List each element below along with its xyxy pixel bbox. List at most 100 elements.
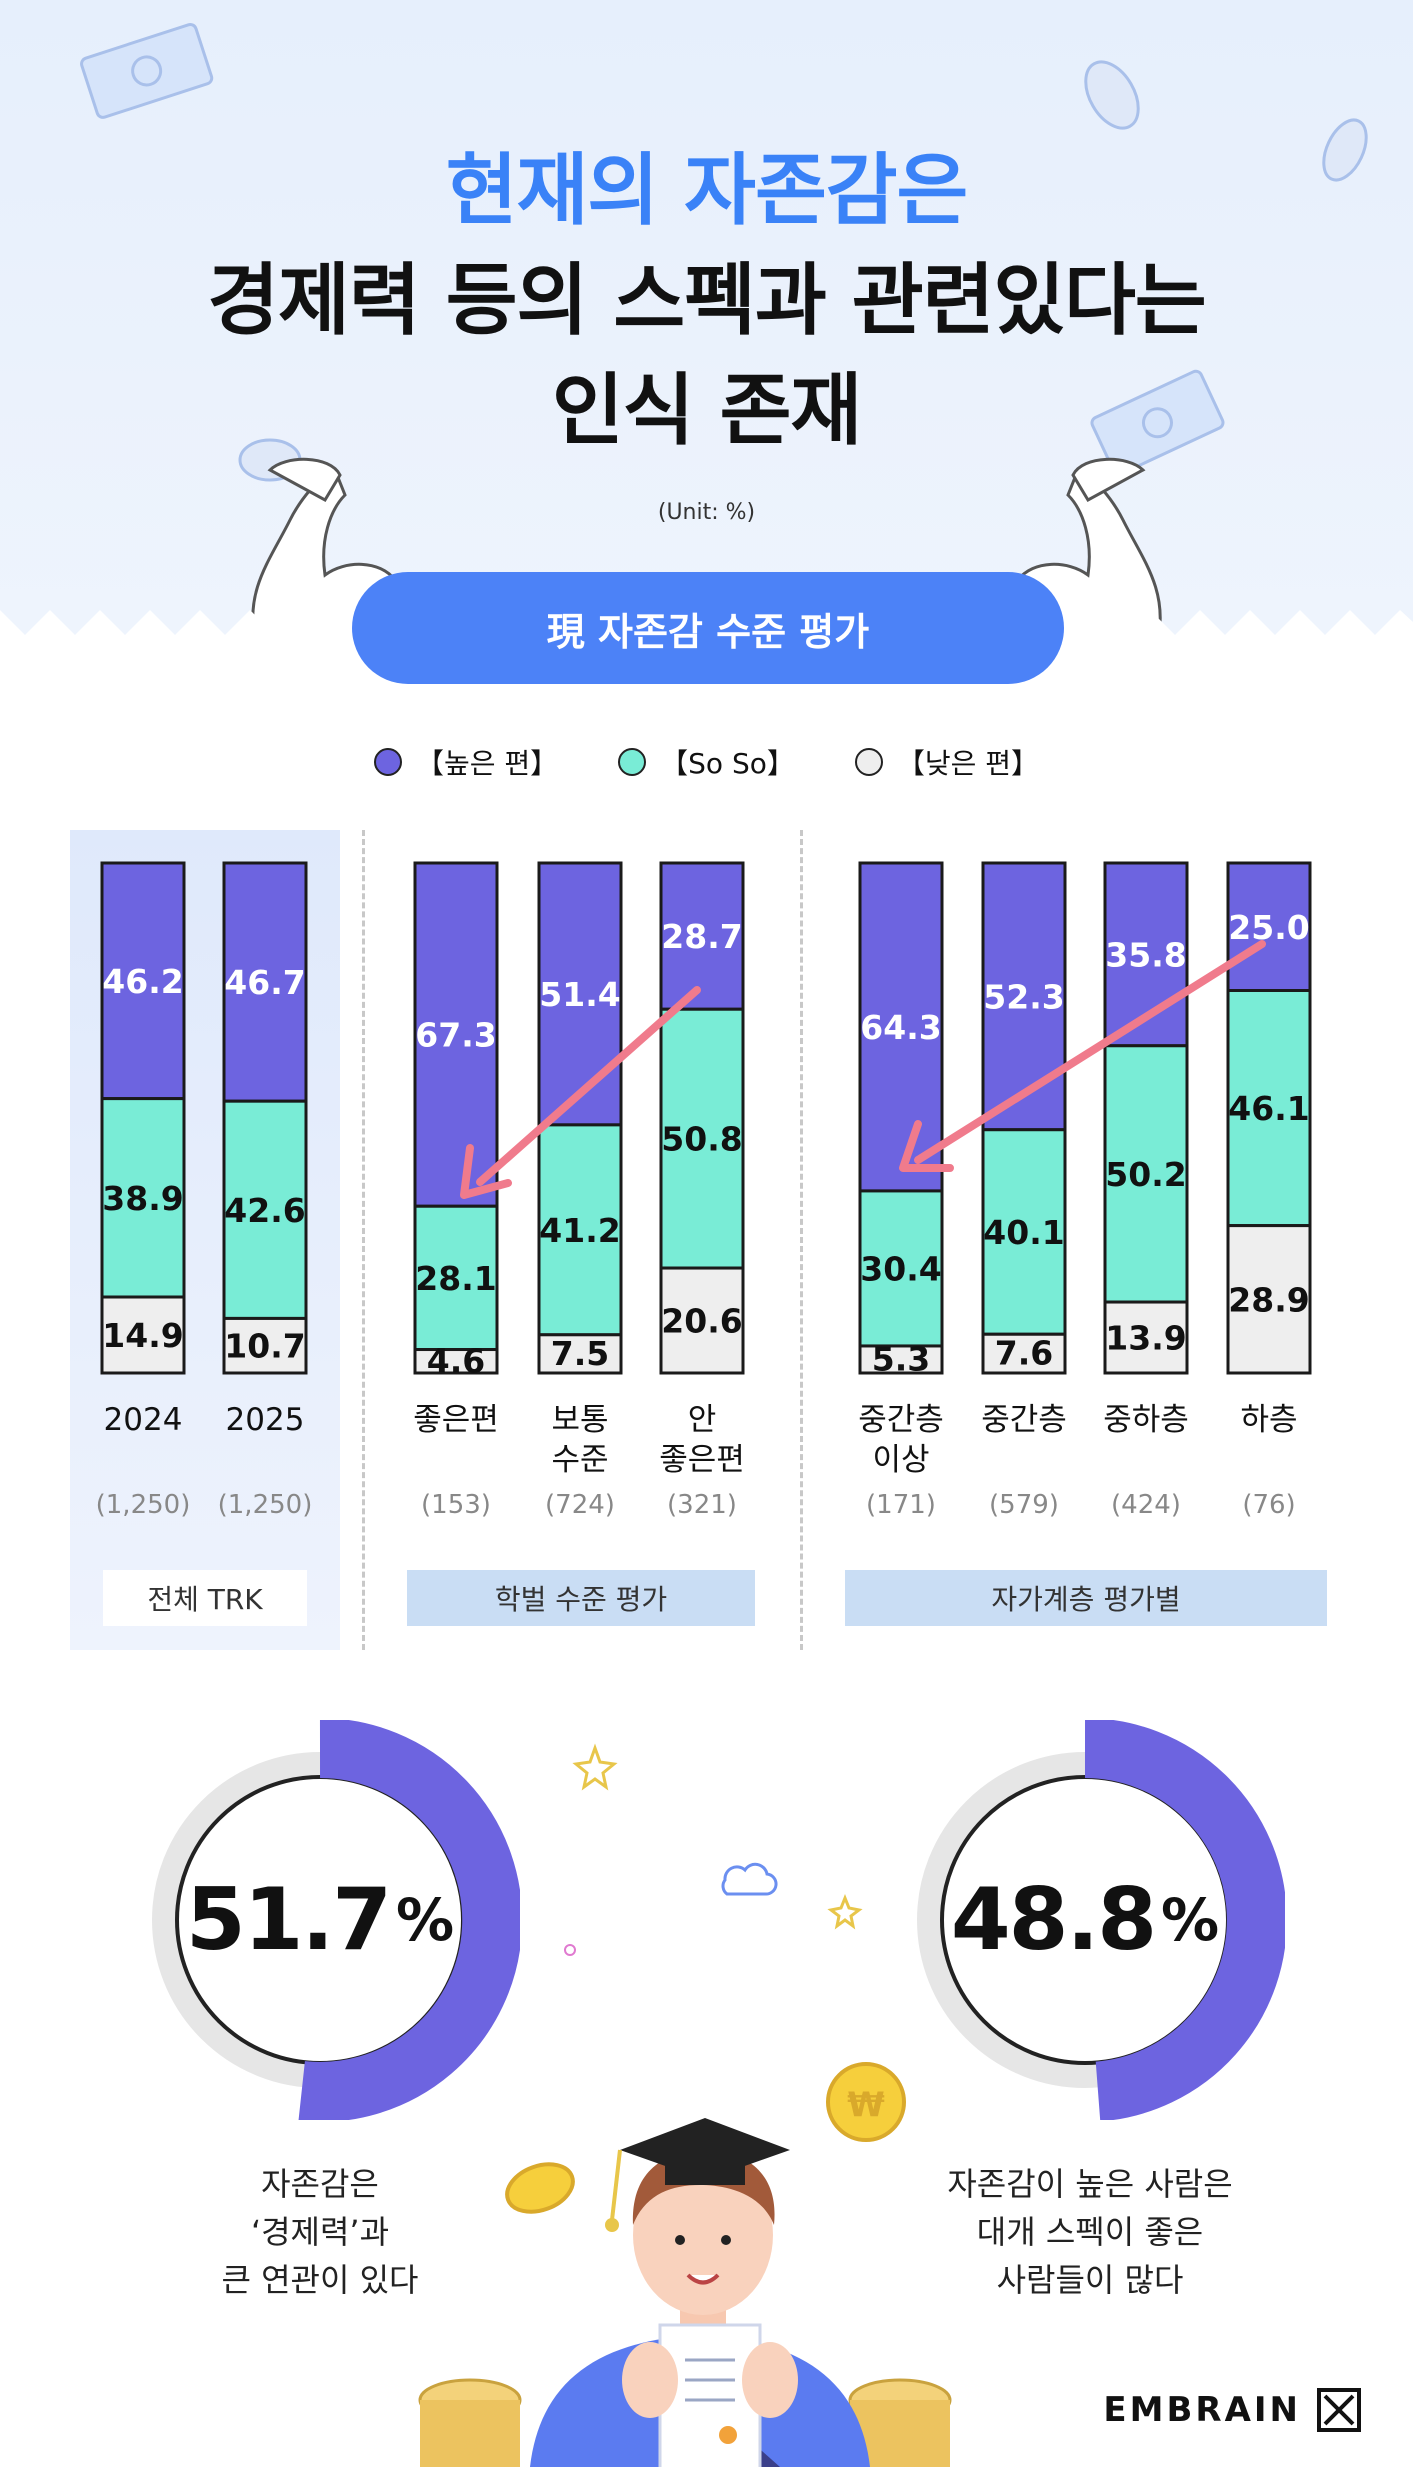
bar-segment	[413, 1204, 499, 1352]
brand-mark-icon	[1317, 2388, 1361, 2432]
legend-item-high: 【높은 편】	[373, 742, 558, 782]
trend-arrow-class	[899, 940, 1266, 1172]
bar-category-label: 2024	[103, 1402, 183, 1438]
title-line-2: 경제력 등의 스펙과 관련있다는	[207, 256, 1206, 346]
bar-value-label: 7.6	[995, 1334, 1053, 1373]
bar-value-label: 41.2	[539, 1211, 620, 1250]
bar-value-label: 10.7	[224, 1327, 305, 1366]
chart-legend: 【높은 편】 【So So】 【낮은 편】	[0, 742, 1413, 782]
stacked-bar-chart: 46.2 38.9 14.9 46.7 42.6 10.7 67.3 28.1 4.6 51.4 4…	[100, 861, 1312, 1380]
stat-suffix-right: %	[1161, 1886, 1220, 1954]
bars-layer: 46.2 38.9 14.9 46.7 42.6 10.7 67.3 28.1 4.6 51.4 4…	[100, 861, 1312, 1380]
bar-value-label: 14.9	[102, 1316, 183, 1355]
bar-value-label: 5.3	[872, 1339, 930, 1378]
bar-sample-size: (1,250)	[217, 1490, 313, 1520]
stat-suffix-left: %	[396, 1886, 455, 1954]
bar-segment	[222, 1099, 308, 1320]
bar-segment	[1226, 1224, 1312, 1375]
bottom-illustration: ₩	[418, 1743, 952, 2467]
bar-category-label: 중간층 이상	[858, 1402, 944, 1478]
bar-segment	[981, 1128, 1067, 1336]
banknote-icon	[1090, 369, 1225, 476]
legend-dot-high	[373, 748, 402, 776]
title-line-1: 현재의 자존감은	[445, 146, 968, 236]
bar-segment	[537, 1333, 623, 1375]
bar-segment	[1226, 989, 1312, 1228]
bar-sample-size: (171)	[866, 1490, 936, 1520]
bar-sample-size: (153)	[421, 1490, 491, 1520]
bar-category-label: 중간층	[981, 1402, 1067, 1438]
bar-value-label: 42.6	[224, 1191, 305, 1230]
graduate-character	[530, 2118, 870, 2467]
bar-category-label: 보통 수준	[551, 1402, 609, 1478]
bar-category-label: 중하층	[1103, 1402, 1189, 1438]
legend-dot-low	[854, 748, 883, 776]
bar-sample-size: (579)	[989, 1490, 1059, 1520]
stat-number-right: 48.8	[950, 1870, 1157, 1970]
stat-ring-right	[917, 1720, 1285, 2120]
bar-segment	[659, 1007, 745, 1270]
ring-progress-right	[1084, 1720, 1285, 2120]
brand-mark-shape	[1323, 2394, 1355, 2426]
caption-line: 자존감이 높은 사람은	[947, 2165, 1233, 2203]
trend-arrow-education	[460, 986, 701, 1199]
bar-value-label: 28.1	[415, 1259, 496, 1298]
group-divider	[800, 830, 803, 1650]
bar-value-label: 46.2	[102, 962, 183, 1001]
bar-value-label: 38.9	[102, 1179, 183, 1218]
ring-progress-left	[298, 1720, 520, 2120]
legend-item-low: 【낮은 편】	[854, 742, 1040, 782]
bar-segment	[222, 1316, 308, 1375]
dot-decoration	[564, 1944, 576, 1956]
bar-segment	[413, 1348, 499, 1375]
bar-value-label: 30.4	[860, 1249, 941, 1288]
stat-value-left: 51.7%	[120, 1720, 520, 2120]
bar-segment	[858, 1189, 944, 1348]
cloud-icon	[721, 1862, 778, 1896]
title-line-3: 인식 존재	[551, 366, 862, 456]
bar-value-label: 25.0	[1228, 908, 1309, 947]
bar-segment	[537, 1123, 623, 1337]
bar-value-label: 52.3	[983, 977, 1064, 1016]
bar-segment	[1103, 1300, 1189, 1375]
header-decorations	[0, 22, 1413, 800]
group-label-total: 전체 TRK	[103, 1570, 307, 1626]
bar-sample-size: (76)	[1242, 1490, 1296, 1520]
bar-value-label: 28.9	[1228, 1280, 1309, 1319]
stat-number-left: 51.7	[185, 1870, 392, 1970]
bar-value-label: 51.4	[539, 975, 620, 1014]
group-label-education: 학벌 수준 평가	[407, 1570, 755, 1626]
legend-item-soso: 【So So】	[618, 742, 795, 782]
zigzag-edge	[0, 610, 1413, 800]
bar-category-label: 좋은편	[413, 1402, 499, 1438]
sparkle-icon	[572, 1743, 863, 1930]
coin-icon	[238, 60, 1368, 482]
bar-sample-size: (321)	[667, 1490, 737, 1520]
group-label-class: 자가계층 평가별	[845, 1570, 1327, 1626]
bar-segment	[1226, 861, 1312, 992]
bar-segment	[659, 861, 745, 1011]
bar-value-label: 35.8	[1105, 935, 1186, 974]
bar-category-label: 하층	[1240, 1402, 1298, 1438]
bar-sample-size: (724)	[545, 1490, 615, 1520]
bar-value-label: 20.6	[661, 1302, 742, 1341]
section-pill: 現 자존감 수준 평가	[352, 572, 1064, 684]
bar-value-label: 7.5	[551, 1334, 609, 1373]
bar-sample-size: (424)	[1111, 1490, 1181, 1520]
legend-label-low: 【낮은 편】	[896, 747, 1040, 780]
bar-segment	[981, 1332, 1067, 1375]
trend-arrows	[460, 940, 1266, 1199]
caption-line: 자존감은	[261, 2165, 379, 2203]
banknote-icon	[80, 22, 214, 119]
caption-line: 대개 스펙이 좋은	[976, 2213, 1204, 2251]
bar-value-label: 67.3	[415, 1016, 496, 1055]
bar-value-label: 13.9	[1105, 1319, 1186, 1358]
bar-value-label: 4.6	[427, 1341, 485, 1380]
bar-category-label: 2025	[225, 1402, 305, 1438]
bar-value-label: 40.1	[983, 1213, 1064, 1252]
stat-value-right: 48.8%	[885, 1720, 1285, 2120]
stat-caption-right: 자존감이 높은 사람은 대개 스펙이 좋은 사람들이 많다	[900, 2160, 1280, 2304]
gold-coin-icon: ₩	[505, 2062, 906, 2214]
group-divider	[362, 830, 365, 1650]
